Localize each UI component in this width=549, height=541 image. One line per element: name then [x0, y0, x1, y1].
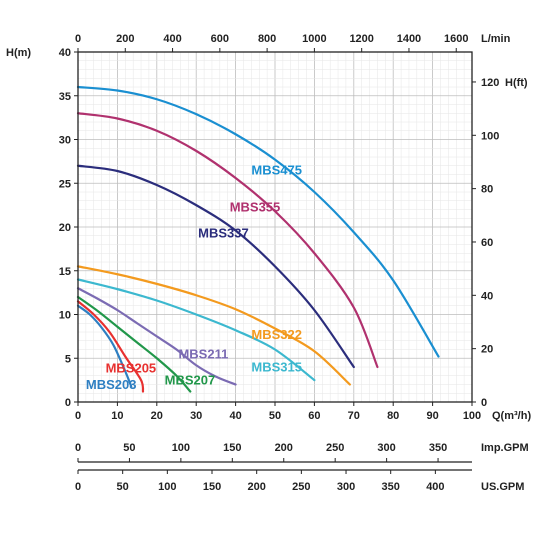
lmin-tick-label: 400 — [163, 33, 181, 45]
curves — [76, 85, 440, 393]
imp-gpm-tick-label: 300 — [377, 442, 395, 454]
imp-gpm-tick-label: 0 — [75, 442, 81, 454]
hft-tick-label: 120 — [481, 77, 499, 89]
curve-mbs322 — [76, 265, 351, 386]
q-tick-label: 90 — [426, 410, 438, 422]
us-gpm-tick-label: 0 — [75, 481, 81, 493]
hft-tick-label: 80 — [481, 184, 493, 196]
series-label-mbs475: MBS475 — [251, 163, 302, 178]
us-gpm-tick-label: 400 — [426, 481, 444, 493]
hm-tick-label: 0 — [65, 397, 71, 409]
series-label-mbs203: MBS203 — [86, 377, 137, 392]
series-label-mbs355: MBS355 — [230, 199, 281, 214]
hft-tick-label: 60 — [481, 237, 493, 249]
us-gpm-tick-label: 250 — [292, 481, 310, 493]
hm-tick-label: 40 — [59, 47, 71, 59]
us-gpm-tick-label: 350 — [382, 481, 400, 493]
hm-tick-label: 25 — [59, 178, 71, 190]
q-tick-label: 50 — [269, 410, 281, 422]
us-gpm-tick-label: 200 — [248, 481, 266, 493]
q-axis-label: Q(m³/h) — [492, 410, 531, 422]
lmin-tick-label: 1200 — [349, 33, 373, 45]
q-tick-label: 80 — [387, 410, 399, 422]
curve-mbs211 — [76, 287, 237, 386]
series-label-mbs205: MBS205 — [106, 360, 157, 375]
lmin-tick-label: 600 — [211, 33, 229, 45]
series-label-mbs315: MBS315 — [251, 359, 302, 374]
series-label-mbs322: MBS322 — [251, 327, 302, 342]
hm-tick-label: 20 — [59, 222, 71, 234]
us-gpm-tick-label: 150 — [203, 481, 221, 493]
curve-mbs203 — [76, 304, 133, 388]
curve-mbs207 — [76, 295, 192, 393]
curve-mbs337 — [76, 164, 355, 369]
q-tick-label: 70 — [348, 410, 360, 422]
q-tick-label: 100 — [463, 410, 481, 422]
series-label-mbs337: MBS337 — [198, 226, 249, 241]
hm-tick-label: 5 — [65, 353, 71, 365]
imp-gpm-tick-label: 100 — [172, 442, 190, 454]
imp-gpm-tick-label: 250 — [326, 442, 344, 454]
hm-tick-label: 35 — [59, 91, 71, 103]
series-label-mbs207: MBS207 — [165, 373, 216, 388]
series-labels: MBS475 MBS355 MBS337 MBS322 MBS315 MBS211 MBS2… — [86, 163, 302, 392]
imp-gpm-axis-label: Imp.GPM — [481, 442, 529, 454]
q-tick-label: 30 — [190, 410, 202, 422]
q-tick-label: 0 — [75, 410, 81, 422]
us-gpm-tick-label: 100 — [158, 481, 176, 493]
imp-gpm-tick-label: 200 — [275, 442, 293, 454]
curve-mbs475 — [76, 85, 440, 358]
curve-mbs355 — [76, 112, 379, 369]
us-gpm-tick-label: 50 — [117, 481, 129, 493]
hm-tick-label: 10 — [59, 310, 71, 322]
hft-tick-label: 20 — [481, 344, 493, 356]
hm-tick-label: 30 — [59, 135, 71, 147]
curve-mbs315 — [76, 278, 316, 382]
q-tick-label: 20 — [151, 410, 163, 422]
hft-tick-label: 0 — [481, 397, 487, 409]
lmin-tick-label: 1000 — [302, 33, 326, 45]
curve-mbs205 — [76, 300, 145, 393]
imp-gpm-tick-label: 350 — [429, 442, 447, 454]
lmin-tick-label: 0 — [75, 33, 81, 45]
lmin-tick-label: 1600 — [444, 33, 468, 45]
series-label-mbs211: MBS211 — [178, 346, 228, 361]
lmin-tick-label: 800 — [258, 33, 276, 45]
q-tick-label: 40 — [229, 410, 241, 422]
q-tick-label: 10 — [111, 410, 123, 422]
hft-tick-label: 100 — [481, 130, 499, 142]
lmin-tick-label: 1400 — [397, 33, 421, 45]
imp-gpm-tick-label: 50 — [123, 442, 135, 454]
us-gpm-axis-label: US.GPM — [481, 481, 524, 493]
hft-tick-label: 40 — [481, 290, 493, 302]
us-gpm-tick-label: 300 — [337, 481, 355, 493]
hft-axis-label: H(ft) — [505, 77, 528, 89]
hm-axis-label: H(m) — [6, 47, 31, 59]
lmin-axis-label: L/min — [481, 33, 511, 45]
hm-tick-label: 15 — [59, 266, 71, 278]
q-tick-label: 60 — [308, 410, 320, 422]
lmin-tick-label: 200 — [116, 33, 134, 45]
axes: 0 10 20 30 40 50 60 70 80 90 100 Q(m³/h)0 200 400 600 8… — [6, 33, 531, 493]
imp-gpm-tick-label: 150 — [223, 442, 241, 454]
